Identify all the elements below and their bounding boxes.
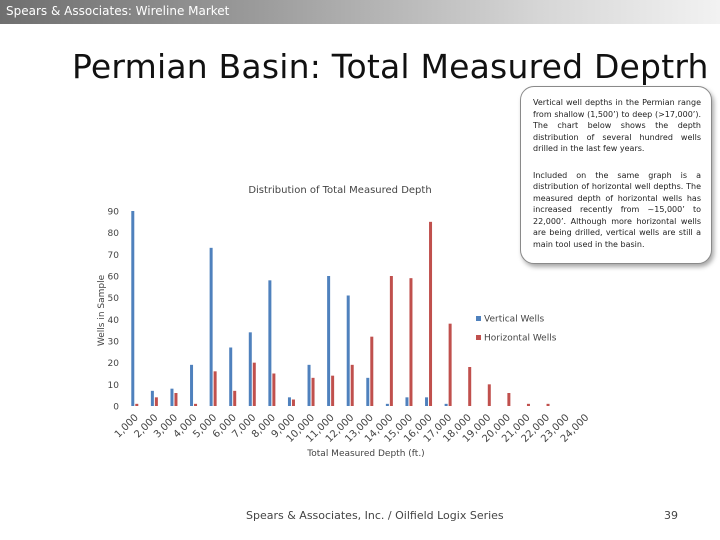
y-tick-label: 60 xyxy=(108,273,120,283)
vertical-wells-bar xyxy=(405,397,409,406)
vertical-wells-bar xyxy=(346,295,350,406)
chart-title: Distribution of Total Measured Depth xyxy=(248,185,431,196)
horizontal-wells-bar xyxy=(389,276,393,406)
horizontal-wells-bar xyxy=(194,403,198,406)
horizontal-wells-bar xyxy=(448,323,452,406)
vertical-wells-bar xyxy=(131,211,135,406)
vertical-wells-bar xyxy=(190,364,194,406)
y-tick-label: 0 xyxy=(113,403,119,413)
vertical-wells-bar xyxy=(170,388,174,406)
horizontal-wells-bar xyxy=(409,278,413,406)
depth-distribution-chart: Distribution of Total Measured Depth 0 10 2… xyxy=(97,185,591,459)
legend-swatch-vertical xyxy=(476,316,481,321)
vertical-wells-bar xyxy=(307,364,311,406)
header-text: Spears & Associates: Wireline Market xyxy=(6,4,230,18)
y-tick-label: 20 xyxy=(108,359,120,369)
vertical-wells-bar xyxy=(150,390,154,406)
horizontal-wells-bar xyxy=(252,362,256,406)
header-bar: Spears & Associates: Wireline Market xyxy=(0,0,720,24)
callout-paragraph-horizontal: Included on the same graph is a distribu… xyxy=(533,170,701,249)
vertical-wells-bar xyxy=(229,347,233,406)
horizontal-wells-bar xyxy=(291,399,295,406)
horizontal-wells-bar xyxy=(487,384,491,406)
horizontal-wells-bar xyxy=(272,373,276,406)
horizontal-wells-bar xyxy=(370,336,374,406)
horizontal-wells-bar xyxy=(331,375,335,406)
vertical-wells-bar xyxy=(366,377,370,406)
vertical-wells-bar xyxy=(385,403,389,406)
callout-paragraph-vertical: Vertical well depths in the Permian rang… xyxy=(533,98,701,153)
horizontal-wells-bar xyxy=(135,403,139,406)
footer-text: Spears & Associates, Inc. / Oilfield Log… xyxy=(246,509,504,522)
y-tick-label: 40 xyxy=(108,316,120,326)
vertical-wells-bar xyxy=(287,397,291,406)
slide-title: Permian Basin: Total Measured Deptrh xyxy=(72,47,709,86)
horizontal-wells-bar xyxy=(154,397,158,406)
y-tick-label: 90 xyxy=(108,208,120,218)
horizontal-wells-bar xyxy=(233,390,237,406)
y-tick-label: 30 xyxy=(108,338,120,348)
horizontal-wells-bar xyxy=(311,377,315,406)
horizontal-wells-bar xyxy=(350,364,354,406)
horizontal-wells-bar xyxy=(174,393,178,406)
horizontal-wells-bar xyxy=(468,367,472,406)
vertical-wells-bar xyxy=(425,397,429,406)
vertical-wells-bar xyxy=(268,280,272,406)
horizontal-wells-bar xyxy=(546,403,550,406)
y-tick-label: 70 xyxy=(108,251,120,261)
callout-box: Vertical well depths in the Permian rang… xyxy=(520,86,712,264)
horizontal-wells-bar xyxy=(429,221,433,406)
legend-label-vertical: Vertical Wells xyxy=(484,315,544,325)
horizontal-wells-bar xyxy=(526,403,530,406)
x-axis-title: Total Measured Depth (ft.) xyxy=(306,449,424,459)
page-number: 39 xyxy=(664,509,678,522)
vertical-wells-bar xyxy=(327,276,331,406)
vertical-wells-bar xyxy=(209,247,213,406)
horizontal-wells-bar xyxy=(213,371,217,406)
y-tick-label: 50 xyxy=(108,294,120,304)
legend-swatch-horizontal xyxy=(476,335,481,340)
vertical-wells-bar xyxy=(444,403,448,406)
legend-label-horizontal: Horizontal Wells xyxy=(484,334,557,344)
horizontal-wells-bar xyxy=(507,393,511,406)
y-tick-label: 10 xyxy=(108,381,120,391)
y-axis-title: Wells in Sample xyxy=(97,274,107,346)
vertical-wells-bar xyxy=(248,332,252,406)
y-tick-label: 80 xyxy=(108,229,120,239)
